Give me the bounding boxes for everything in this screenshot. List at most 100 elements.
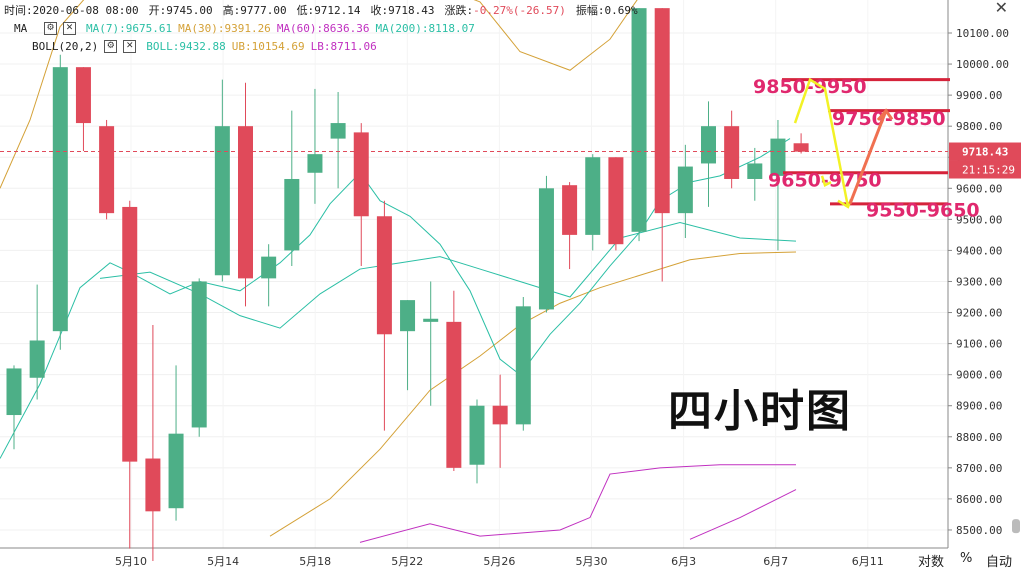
candle-body bbox=[284, 178, 300, 251]
x-tick-label: 6月11 bbox=[852, 555, 884, 568]
candle-body bbox=[75, 67, 91, 124]
boll-value: BOLL:9432.88 bbox=[146, 39, 226, 53]
ma200-value: MA(200):8118.07 bbox=[375, 21, 475, 35]
low-field: 低:9712.14 bbox=[296, 4, 361, 17]
candle-body bbox=[446, 321, 462, 468]
candle-body bbox=[330, 123, 346, 139]
candle-body bbox=[538, 188, 554, 310]
arrow-head-icon bbox=[820, 175, 832, 187]
candle-body bbox=[469, 405, 485, 465]
ma7-line bbox=[0, 138, 791, 459]
candle-body bbox=[770, 138, 786, 176]
lb-value: LB:8711.06 bbox=[310, 39, 377, 53]
settings-icon[interactable]: ⚙ bbox=[44, 21, 57, 35]
y-tick-label: 9900.00 bbox=[956, 89, 1002, 102]
open-field: 开:9745.00 bbox=[148, 4, 213, 17]
ma60-line bbox=[359, 464, 796, 543]
x-tick-label: 5月22 bbox=[391, 555, 423, 568]
x-tick-label: 5月14 bbox=[207, 555, 239, 568]
ub-value: UB:10154.69 bbox=[231, 39, 305, 53]
x-tick-label: 6月7 bbox=[763, 555, 788, 568]
y-tick-label: 9100.00 bbox=[956, 338, 1002, 351]
candle-body bbox=[608, 157, 624, 245]
y-tick-label: 9200.00 bbox=[956, 307, 1002, 320]
candle-body bbox=[214, 126, 230, 276]
y-tick-label: 8500.00 bbox=[956, 524, 1002, 537]
y-tick-label: 8800.00 bbox=[956, 431, 1002, 444]
candle-body bbox=[585, 157, 601, 235]
ma60-value: MA(60):8636.36 bbox=[276, 21, 370, 35]
close-indicator-icon[interactable]: ✕ bbox=[123, 39, 137, 53]
target-label: 9750-9850 bbox=[832, 108, 946, 130]
candle-body bbox=[191, 281, 207, 428]
chart-overlay-title: 四小时图 bbox=[668, 386, 852, 437]
close-indicator-icon[interactable]: ✕ bbox=[63, 21, 76, 35]
candle-body bbox=[747, 163, 763, 179]
boll-indicator-row: BOLL(20,2) ⚙ ✕ BOLL:9432.88 UB:10154.69 … bbox=[32, 38, 377, 54]
candle-body bbox=[29, 340, 45, 378]
projection-path-yellow bbox=[793, 77, 850, 208]
candle-body bbox=[631, 8, 647, 232]
y-tick-label: 9500.00 bbox=[956, 213, 1002, 226]
close-icon[interactable]: ✕ bbox=[994, 0, 1008, 17]
candle-body bbox=[724, 126, 740, 179]
settings-icon[interactable]: ⚙ bbox=[104, 39, 118, 53]
arrow-head-icon bbox=[876, 108, 894, 121]
x-tick-label: 5月18 bbox=[299, 555, 331, 568]
projection-path-orange bbox=[848, 110, 888, 205]
price-tag-box bbox=[949, 142, 1021, 161]
x-tick-label: 6月3 bbox=[671, 555, 696, 568]
target-label: 9550-9650 bbox=[866, 199, 980, 221]
ma7-value: MA(7):9675.61 bbox=[86, 21, 173, 35]
candle-body bbox=[400, 300, 416, 332]
scrollbar-handle[interactable] bbox=[1012, 519, 1020, 534]
candle-body bbox=[122, 206, 138, 462]
auto-scale-button[interactable]: 自动 bbox=[986, 555, 1013, 570]
candle-body bbox=[261, 256, 277, 279]
y-tick-label: 9400.00 bbox=[956, 244, 1002, 257]
percent-scale-button[interactable]: % bbox=[960, 551, 973, 566]
target-label: 9850-9950 bbox=[753, 76, 867, 98]
y-tick-label: 9000.00 bbox=[956, 369, 1002, 382]
ohlc-info-bar: 时间:2020-06-08 08:00 开:9745.00 高:9777.00 … bbox=[4, 2, 638, 18]
lower-band-line bbox=[269, 251, 797, 537]
candle-body bbox=[654, 8, 670, 214]
candle-body bbox=[793, 143, 809, 152]
candle-body bbox=[562, 185, 578, 235]
y-tick-label: 9300.00 bbox=[956, 275, 1002, 288]
candle-body bbox=[99, 126, 115, 214]
ma200-line bbox=[689, 489, 797, 540]
price-tag-time: 21:15:29 bbox=[962, 164, 1015, 177]
candle-body bbox=[515, 306, 531, 425]
ma30-line bbox=[99, 221, 797, 329]
ma30-value: MA(30):9391.26 bbox=[178, 21, 271, 35]
candle-body bbox=[677, 166, 693, 214]
candle-body bbox=[701, 126, 716, 164]
y-tick-label: 9600.00 bbox=[956, 182, 1002, 195]
close-field: 收:9718.43 bbox=[370, 4, 435, 17]
ma-indicator-row: MA ⚙ ✕ MA(7):9675.61 MA(30):9391.26 MA(6… bbox=[14, 20, 475, 36]
price-tag-value: 9718.43 bbox=[962, 146, 1008, 159]
candle-body bbox=[353, 132, 369, 217]
upper-band-line bbox=[0, 0, 638, 189]
candle-body bbox=[307, 154, 323, 173]
candle-body bbox=[423, 318, 439, 322]
x-tick-label: 5月26 bbox=[483, 555, 515, 568]
change-field: 涨跌:-0.27%(-26.57) bbox=[444, 4, 566, 17]
log-scale-button[interactable]: 对数 bbox=[918, 555, 945, 570]
price-tag-time-box bbox=[949, 160, 1021, 179]
candle-body bbox=[238, 126, 253, 279]
candle-body bbox=[492, 405, 508, 425]
time-field: 时间:2020-06-08 08:00 bbox=[4, 4, 139, 17]
y-tick-label: 10000.00 bbox=[956, 58, 1009, 71]
y-tick-label: 8600.00 bbox=[956, 493, 1002, 506]
target-label: 9650-9750 bbox=[768, 169, 882, 191]
x-tick-label: 5月10 bbox=[115, 555, 147, 568]
candle-body bbox=[145, 458, 161, 512]
candle-body bbox=[6, 368, 22, 416]
candle-body bbox=[376, 216, 392, 335]
x-tick-label: 5月30 bbox=[576, 555, 608, 568]
high-field: 高:9777.00 bbox=[222, 4, 287, 17]
y-tick-label: 8900.00 bbox=[956, 400, 1002, 413]
